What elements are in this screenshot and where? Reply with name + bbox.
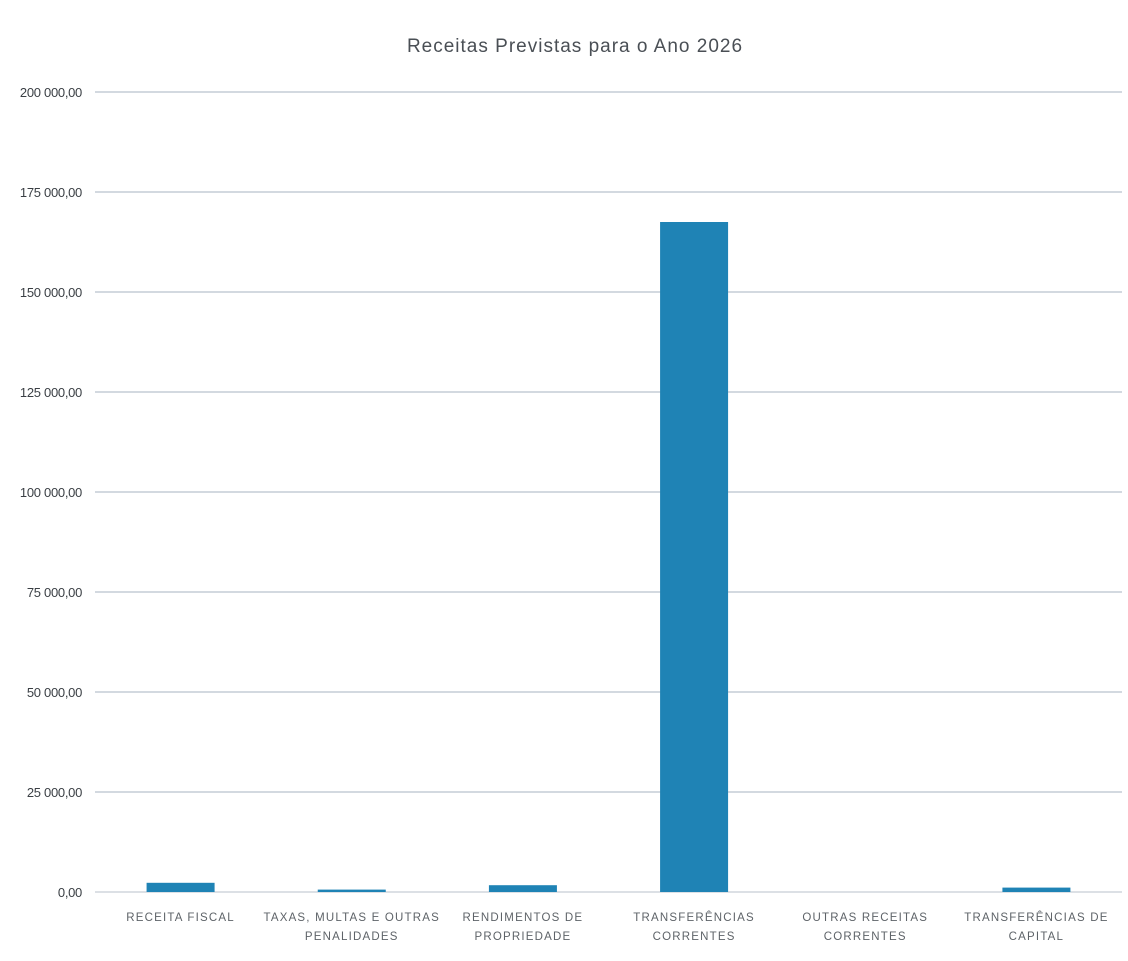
bar <box>660 222 729 892</box>
x-tick-label: TAXAS, MULTAS E OUTRAS <box>263 912 440 924</box>
bar <box>488 885 557 892</box>
x-axis-category-labels: RECEITA FISCAL TAXAS, MULTAS E OUTRAS PENA… <box>126 911 1108 943</box>
x-tick-label: CAPITAL <box>1009 931 1064 943</box>
y-tick-label: 0,00 <box>58 885 82 900</box>
y-tick-label: 25 000,00 <box>27 785 82 800</box>
y-tick-label: 75 000,00 <box>27 585 82 600</box>
y-tick-label: 150 000,00 <box>20 285 82 300</box>
x-tick-label: RENDIMENTOS DE <box>463 912 584 924</box>
x-tick-label: OUTRAS RECEITAS <box>802 912 928 924</box>
x-tick-label: CORRENTES <box>653 931 736 943</box>
bar <box>146 882 215 892</box>
y-axis-tick-labels: 0,00 25 000,00 50 000,00 75 000,00 100 000,0… <box>20 85 82 900</box>
gridlines <box>95 91 1122 893</box>
y-tick-label: 175 000,00 <box>20 185 82 200</box>
x-tick-label: PROPRIEDADE <box>474 931 571 943</box>
y-tick-label: 125 000,00 <box>20 385 82 400</box>
bar <box>1002 887 1071 892</box>
bars <box>146 222 1071 892</box>
chart-title: Receitas Previstas para o Ano 2026 <box>407 36 743 57</box>
y-tick-label: 200 000,00 <box>20 85 82 100</box>
x-tick-label: RECEITA FISCAL <box>126 912 235 924</box>
x-tick-label: CORRENTES <box>824 931 907 943</box>
x-tick-label: TRANSFERÊNCIAS DE <box>964 911 1108 924</box>
y-tick-label: 50 000,00 <box>27 685 82 700</box>
y-tick-label: 100 000,00 <box>20 485 82 500</box>
x-tick-label: PENALIDADES <box>305 931 399 943</box>
bar <box>317 889 386 892</box>
x-tick-label: TRANSFERÊNCIAS <box>633 911 755 924</box>
